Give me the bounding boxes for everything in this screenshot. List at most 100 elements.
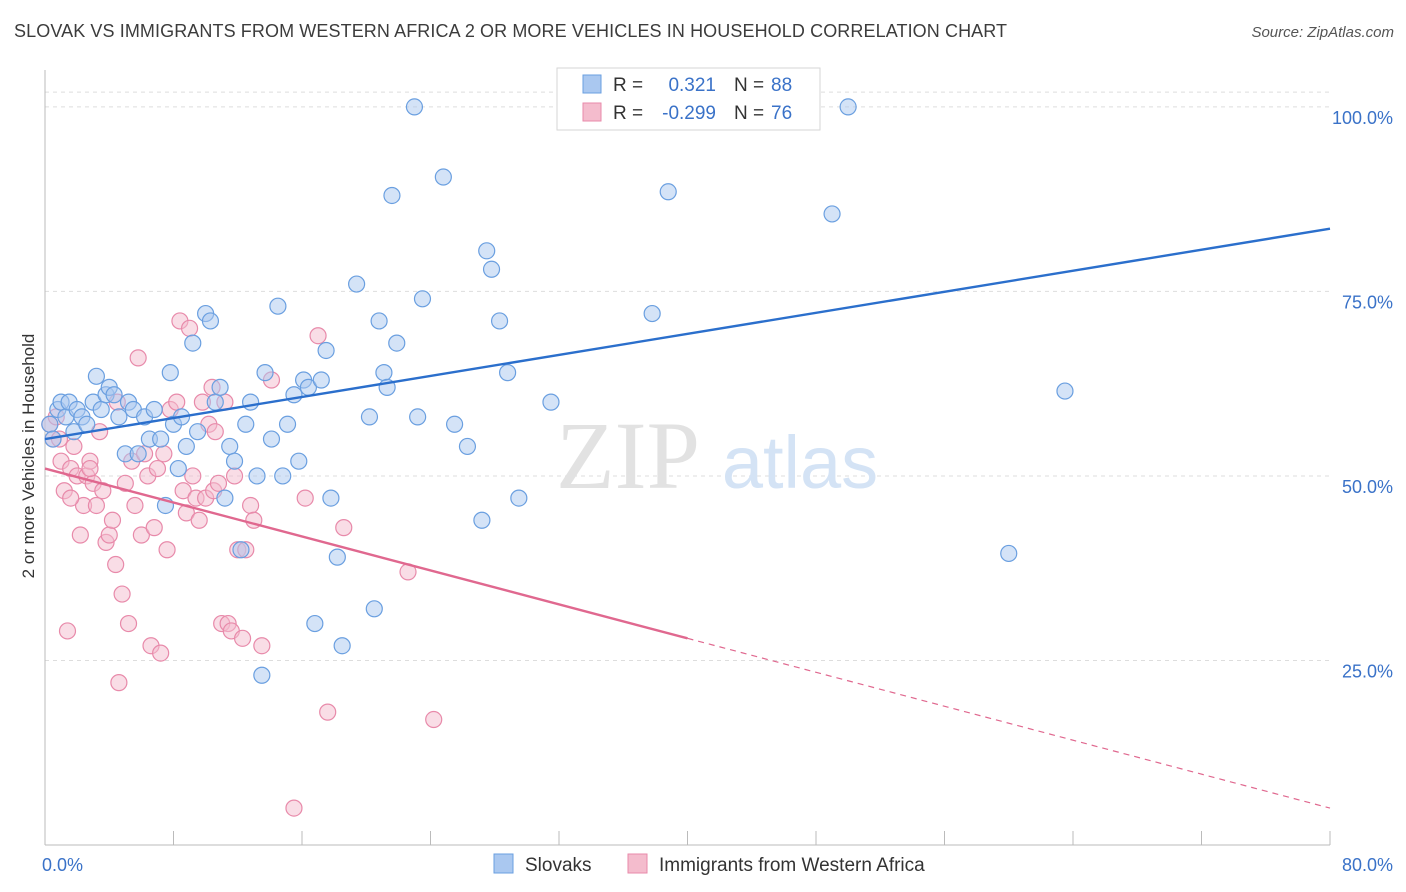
legend-top: R = 0.321 N = 88 R = -0.299 N = 76 (556, 67, 821, 131)
slovak-point (92, 400, 110, 419)
y-tick-label: 50.0% (1342, 477, 1393, 497)
immigrant-point (145, 519, 163, 537)
blue-trend-line (44, 227, 1331, 441)
immigrant-point (225, 467, 244, 485)
legend-r-label: R = (613, 103, 643, 124)
immigrant-point (87, 496, 106, 515)
slovak-point (643, 304, 661, 323)
slovak-point (242, 393, 260, 411)
legend-r-value: 0.321 (668, 75, 716, 96)
immigrant-point (155, 445, 173, 463)
slovak-point (328, 548, 346, 566)
y-tick-label: 100.0% (1332, 108, 1393, 128)
slovak-point (274, 467, 292, 485)
immigrant-point (152, 644, 170, 662)
immigrant-point (58, 622, 77, 640)
immigrant-point (253, 637, 271, 655)
immigrant-point (119, 614, 138, 633)
slovak-point (206, 393, 224, 411)
legend-label-pink: Immigrants from Western Africa (659, 855, 925, 876)
legend-swatch-blue (582, 74, 602, 94)
slovak-point (478, 242, 496, 260)
slovak-point (216, 489, 234, 507)
axes: 0.0% 80.0% (42, 70, 1393, 875)
slovak-point (445, 415, 464, 433)
pink-trend-line-extrapolated (687, 637, 1331, 809)
slovak-point (41, 415, 59, 433)
slovak-point (510, 489, 528, 507)
slovak-point (434, 168, 452, 186)
slovak-point (129, 445, 147, 463)
slovak-point (659, 183, 677, 201)
immigrant-point (71, 526, 89, 544)
slovak-point (211, 378, 229, 396)
slovak-point (152, 430, 170, 448)
immigrant-point (81, 459, 99, 478)
slovak-point (87, 367, 106, 385)
immigrant-point (209, 474, 228, 492)
slovak-point (78, 415, 96, 433)
chart-title: SLOVAK VS IMMIGRANTS FROM WESTERN AFRICA… (14, 21, 1008, 41)
slovak-point (248, 467, 266, 485)
watermark: ZIP atlas (556, 402, 878, 509)
slovak-point (278, 415, 297, 433)
immigrant-point (309, 327, 327, 345)
slovak-point (169, 459, 187, 478)
slovak-point (482, 260, 501, 278)
immigrant-point (129, 349, 147, 367)
slovak-point (290, 452, 308, 470)
immigrant-point (65, 437, 83, 456)
immigrant-point (425, 710, 443, 729)
immigrant-point (180, 319, 199, 337)
slovak-point (458, 437, 477, 456)
immigrant-point (110, 674, 128, 692)
slovak-point (499, 364, 517, 382)
legend-bottom: Slovaks Immigrants from Western Africa (493, 853, 925, 876)
immigrant-point (126, 496, 144, 515)
legend-n-value: 76 (771, 103, 792, 124)
immigrant-point (168, 393, 186, 411)
immigrant-point (132, 526, 150, 544)
slovak-point (306, 614, 324, 633)
legend-n-label: N = (734, 75, 764, 96)
slovak-point (253, 666, 271, 684)
slovak-point (473, 511, 491, 529)
immigrant-point (148, 459, 167, 478)
slovak-point (490, 312, 509, 330)
immigrant-point (206, 423, 224, 441)
immigrant-point (319, 703, 337, 721)
slovak-point (105, 386, 123, 404)
immigrant-point (116, 474, 134, 492)
slovak-point (110, 408, 128, 426)
slovak-point (409, 408, 427, 426)
immigrant-point (174, 482, 192, 500)
slovak-point (1000, 544, 1018, 563)
slovak-point (839, 98, 857, 116)
immigrant-point (285, 799, 303, 817)
legend-n-value: 88 (771, 75, 792, 96)
slovak-point (225, 452, 244, 470)
immigrant-point (107, 555, 125, 574)
x-tick-label-max: 80.0% (1342, 855, 1393, 875)
slovak-point (312, 371, 330, 389)
slovak-point (184, 334, 202, 352)
immigrant-point (184, 467, 202, 485)
slovak-point (221, 437, 239, 456)
slovak-point (388, 334, 406, 352)
immigrant-point (103, 511, 122, 529)
watermark-zip: ZIP (556, 402, 700, 509)
source-label: Source: ZipAtlas.com (1251, 24, 1394, 41)
slovak-point (232, 541, 250, 559)
slovak-point (269, 297, 287, 315)
immigrant-point (62, 489, 80, 507)
slovak-point (237, 415, 255, 433)
slovak-point (333, 637, 351, 655)
immigrant-point (335, 519, 353, 537)
slovak-point (262, 430, 281, 448)
pink-trend-line (44, 467, 688, 640)
slovak-point (348, 275, 366, 293)
slovak-point (383, 186, 401, 205)
slovak-point (201, 312, 220, 330)
slovak-point (375, 364, 393, 382)
